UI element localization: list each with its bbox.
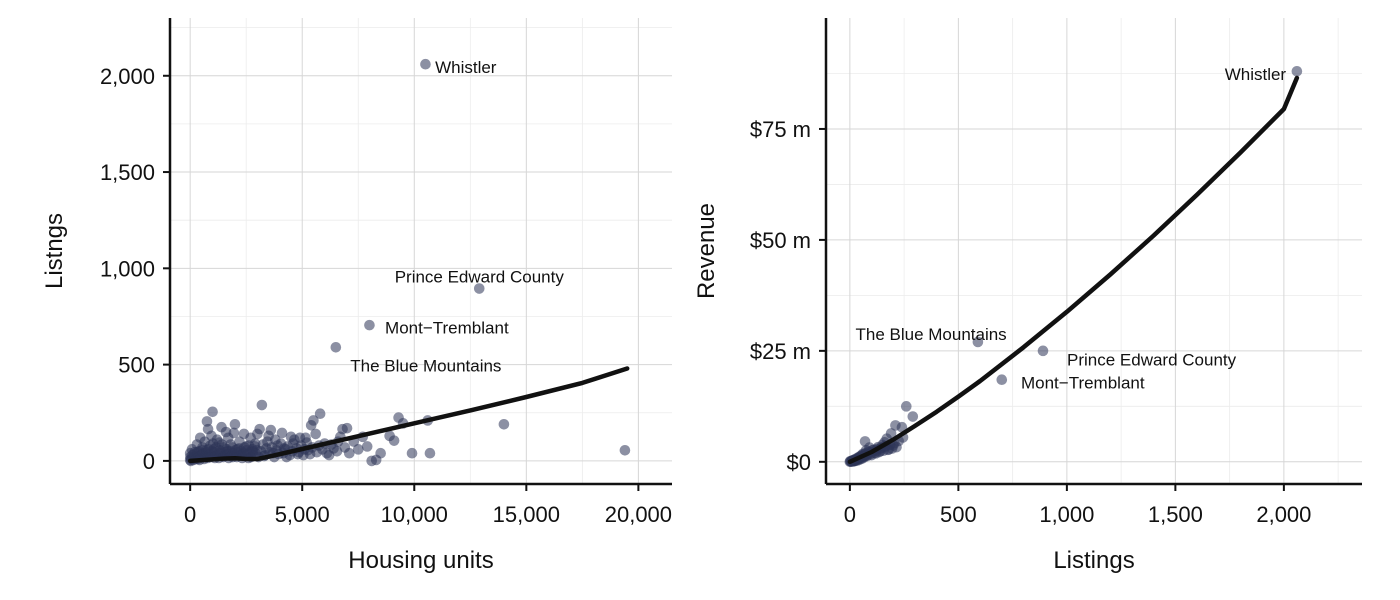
x-tick-label: 500 [940,502,977,527]
scatter-point [216,421,227,433]
x-axis-title: Housing units [348,547,493,574]
x-axis-title: Listings [1053,547,1134,574]
x-tick-label: 20,000 [605,502,672,527]
scatter-point [972,336,984,348]
x-tick-label: 5,000 [275,502,330,527]
scatter-point [300,432,311,444]
point-annotation: The Blue Mountains [855,325,1006,344]
y-tick-label: $25 m [750,339,811,364]
scatter-point [1037,345,1049,357]
scatter-point [364,319,375,331]
scatter-point [314,408,326,420]
y-tick-label: 1,000 [100,256,155,281]
point-annotation: Prince Edward County [395,268,565,287]
chart-panel-listings-vs-housing: Whistler Prince Edward County Mont−Trembla… [41,18,672,574]
scatter-point [1291,65,1303,77]
scatter-point [498,419,510,430]
scatter-point [352,444,364,455]
y-tick-label: 2,000 [100,64,155,89]
scatter-point [310,428,321,440]
x-tick-label: 0 [184,502,196,527]
y-tick-label: $75 m [750,117,811,142]
y-tick-label: $50 m [750,228,811,253]
y-axis-title: Listngs [41,213,68,289]
scatter-point [388,435,400,446]
point-annotation: Whistler [1225,65,1287,84]
y-tick-label: 0 [143,449,155,474]
scatter-point [420,58,431,70]
scatter-point [256,399,268,411]
scatter-point [907,411,919,422]
x-tick-label: 0 [844,502,856,527]
x-tick-label: 1,000 [1039,502,1094,527]
scatter-point [996,374,1008,386]
point-annotation: Whistler [435,58,497,77]
y-tick-label: $0 [787,450,811,475]
x-tick-label: 1,500 [1148,502,1203,527]
scatter-point [201,416,213,427]
scatter-point [331,445,343,457]
scatter-point [321,447,333,459]
point-annotation: Prince Edward County [1067,350,1237,369]
trend-line [187,366,630,464]
scatter-point [343,447,355,459]
scatter-point [424,447,436,459]
x-tick-label: 10,000 [381,502,448,527]
x-tick-label: 2,000 [1256,502,1311,527]
trend-line [847,75,1300,465]
scatter-point [229,419,241,430]
y-axis-title: Revenue [693,203,720,299]
point-annotation: Mont−Tremblant [1021,373,1145,392]
x-tick-label: 15,000 [493,502,560,527]
chart-panel-revenue-vs-listings: Whistler The Blue Mountains Prince Edward … [693,18,1362,574]
y-tick-label: 1,500 [100,160,155,185]
scatter-point [890,420,901,431]
scatter-point [361,441,373,452]
scatter-point [330,341,342,353]
scatter-point [276,427,288,439]
scatter-point [207,406,218,418]
scatter-point [473,283,485,294]
scatter-point [406,447,418,459]
scatter-point [366,455,377,467]
point-annotation: The Blue Mountains [350,356,501,375]
y-tick-label: 500 [118,353,155,378]
scatter-point [238,428,250,440]
scatter-point [900,401,912,412]
point-annotation: Mont−Tremblant [385,319,509,338]
scatter-point [308,415,319,426]
scatter-point [619,445,631,456]
